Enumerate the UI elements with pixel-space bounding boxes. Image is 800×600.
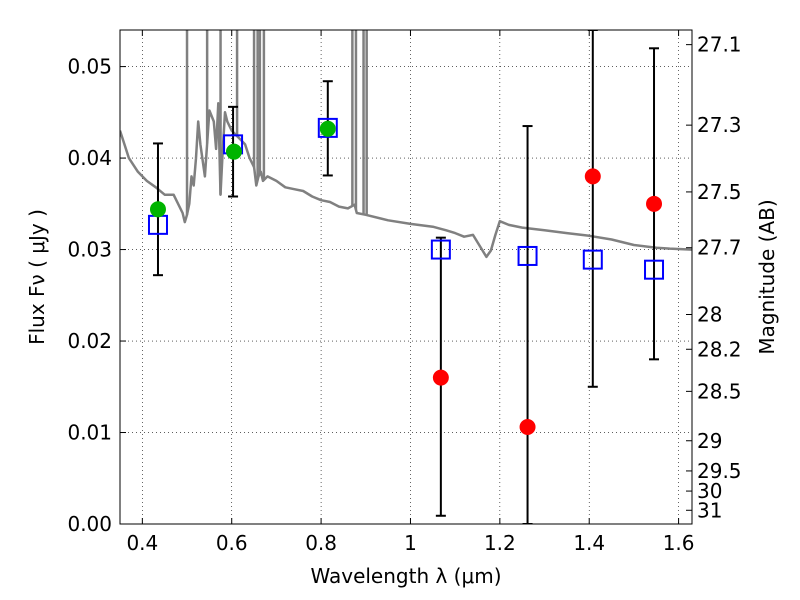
model-square-marker xyxy=(317,117,338,138)
y-tick-label: 0.05 xyxy=(67,55,112,79)
right-tick-label: 29.5 xyxy=(697,459,742,483)
plot-frame xyxy=(119,29,693,525)
right-tick-label: 28.5 xyxy=(697,379,742,403)
grid-lines xyxy=(120,30,692,525)
y-tick-label: 0.01 xyxy=(67,421,112,445)
detection-point xyxy=(225,143,242,160)
right-tick-label: 27.5 xyxy=(697,180,742,204)
non-detection-point xyxy=(646,195,663,212)
y-tick-label: 0.04 xyxy=(67,146,112,170)
x-tick-label: 1.6 xyxy=(663,531,695,555)
right-tick-label: 28.2 xyxy=(697,337,742,361)
axes: 0.4 0.6 0.8 1 1.2 1.4 1.6 0.00 0.01 0.02 0.03 0.04 0… xyxy=(67,30,742,555)
spectrum-line xyxy=(120,101,692,259)
detection-point xyxy=(149,201,166,218)
y-tick-label: 0.00 xyxy=(67,512,112,536)
model-square-marker xyxy=(430,239,451,260)
x-tick-label: 0.8 xyxy=(305,531,337,555)
right-tick-label: 29 xyxy=(697,429,722,453)
x-tick-label: 0.6 xyxy=(216,531,248,555)
x-tick-label: 0.4 xyxy=(126,531,158,555)
right-tick-label: 31 xyxy=(697,498,722,522)
non-detection-point xyxy=(584,168,601,185)
model-square-marker xyxy=(644,259,665,280)
non-detection-point xyxy=(519,419,536,436)
model-square-marker xyxy=(582,249,603,270)
x-tick-label: 1.4 xyxy=(573,531,605,555)
plot-area xyxy=(120,30,692,524)
x-tick-label: 1.2 xyxy=(484,531,516,555)
right-axis-title: Magnitude (AB) xyxy=(755,199,779,354)
right-tick-label: 27.3 xyxy=(697,113,742,137)
x-tick-label: 1 xyxy=(404,531,417,555)
detection-point xyxy=(319,120,336,137)
y-tick-label: 0.02 xyxy=(67,329,112,353)
x-axis-title: Wavelength λ (μm) xyxy=(310,564,501,588)
y-tick-label: 0.03 xyxy=(67,238,112,262)
model-square-marker xyxy=(517,245,538,266)
right-tick-label: 27.7 xyxy=(697,236,742,260)
y-axis-title: Flux Fν ( μJy ) xyxy=(25,209,49,345)
non-detection-point xyxy=(432,369,449,386)
right-tick-label: 27.1 xyxy=(697,33,742,57)
right-tick-label: 30 xyxy=(697,479,722,503)
right-tick-label: 28 xyxy=(697,303,722,327)
